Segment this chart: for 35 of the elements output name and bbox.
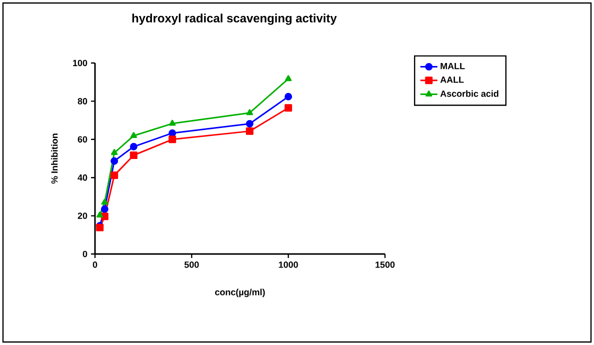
point — [110, 149, 118, 156]
point — [168, 120, 176, 126]
point — [246, 109, 254, 116]
legend-label: MALL — [440, 62, 465, 70]
point — [110, 172, 118, 180]
y-tick-label: 0 — [82, 250, 88, 258]
point — [101, 198, 108, 205]
point — [100, 212, 108, 220]
x-tick-label: 0 — [92, 262, 98, 268]
x-tick-label: 500 — [184, 262, 199, 268]
point — [110, 157, 118, 165]
point — [96, 211, 104, 218]
point — [168, 129, 176, 137]
y-tick-label: 60 — [78, 136, 88, 143]
point — [130, 152, 138, 159]
y-tick-label: 80 — [78, 98, 88, 104]
point — [130, 132, 138, 138]
point — [246, 127, 254, 135]
point — [100, 205, 108, 213]
x-tick-label: 1000 — [278, 262, 298, 268]
y-axis-title: % Inhibition — [51, 134, 58, 184]
point — [130, 142, 138, 150]
point — [284, 75, 292, 82]
point — [168, 136, 176, 144]
x-tick-label: 1500 — [376, 262, 395, 268]
legend-label: Ascorbic acid — [440, 90, 498, 97]
legend-label: AALL — [440, 76, 464, 83]
point — [284, 104, 292, 112]
chart-title: hydroxyl radical scavenging activity — [132, 14, 337, 25]
y-tick-label: 40 — [78, 174, 88, 181]
point — [284, 92, 292, 100]
y-tick-label: 100 — [73, 60, 88, 66]
x-axis-title: conc(µg/ml) — [215, 288, 265, 298]
point — [246, 120, 254, 128]
y-tick-label: 20 — [78, 212, 88, 219]
